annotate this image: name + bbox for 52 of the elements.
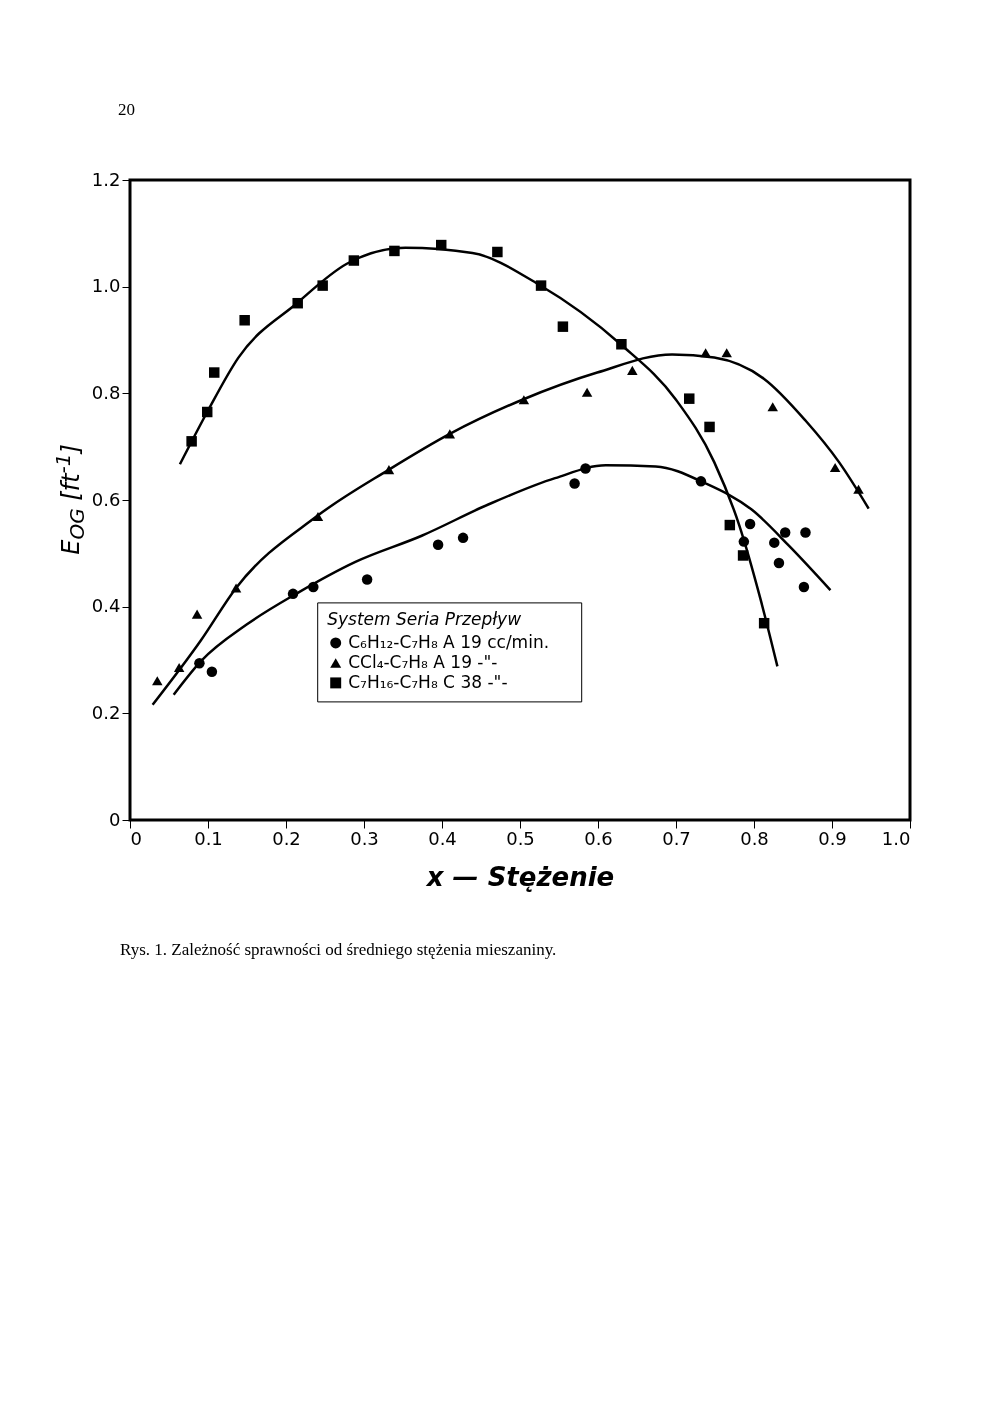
- point: [557, 321, 569, 332]
- y-tick-label: 0: [109, 808, 121, 830]
- point: [800, 527, 811, 538]
- text: 20: [118, 100, 135, 120]
- x-tick-label: 0: [130, 827, 142, 849]
- point: [239, 315, 250, 326]
- point: [779, 527, 791, 538]
- y-tick-label: 0.4: [91, 595, 121, 617]
- x-tick-label: 0.1: [194, 827, 223, 849]
- point: [191, 609, 203, 619]
- x-tick-label: 0.2: [272, 827, 301, 849]
- point: [209, 367, 220, 378]
- legend-title: System Seria Przepływ: [327, 609, 522, 630]
- x-tick-label: 0.3: [350, 827, 379, 849]
- point: [721, 348, 732, 358]
- point: [569, 478, 580, 489]
- point: [317, 280, 328, 291]
- x-axis-title: x — Stężenie: [424, 861, 615, 892]
- point: [627, 365, 638, 375]
- point: [767, 402, 778, 412]
- point: [206, 666, 218, 677]
- point: [769, 537, 780, 548]
- text: Rys. 1. Zależność sprawności od średniego stężenia mieszaniny.: [120, 940, 557, 960]
- legend-label: C₇H₁₆-C₇H₈ C 38 -"-: [348, 671, 508, 692]
- point: [798, 581, 810, 593]
- point: [581, 387, 593, 397]
- point: [737, 550, 749, 561]
- point: [492, 246, 503, 258]
- legend-label: C₆H₁₂-C₇H₈ A 19 cc/min.: [348, 631, 550, 652]
- point: [457, 532, 469, 544]
- y-tick-label: 0.6: [91, 488, 121, 510]
- point: [432, 539, 444, 551]
- point: [724, 519, 736, 531]
- point: [704, 421, 715, 433]
- point: [773, 557, 785, 569]
- x-tick-label: 0.7: [662, 827, 691, 849]
- x-tick-label: 0.4: [428, 827, 457, 849]
- x-tick-label: 0.8: [740, 827, 769, 849]
- y-tick-label: 1.0: [91, 275, 121, 297]
- point: [684, 393, 695, 404]
- point: [361, 574, 373, 585]
- x-tick-label: 0.5: [506, 827, 535, 849]
- x-tick-label: 0.9: [818, 827, 847, 849]
- y-tick-label: 0.2: [91, 701, 121, 723]
- y-tick-label: 0.8: [91, 381, 121, 403]
- legend-label: CCl₄-C₇H₈ A 19 -"-: [348, 651, 498, 672]
- point: [744, 518, 756, 530]
- point: [152, 676, 163, 686]
- point: [829, 462, 841, 473]
- x-tick-label: 0.6: [584, 827, 613, 849]
- y-tick-label: 1.2: [91, 168, 121, 190]
- x-tick-label: 1.0: [881, 827, 911, 849]
